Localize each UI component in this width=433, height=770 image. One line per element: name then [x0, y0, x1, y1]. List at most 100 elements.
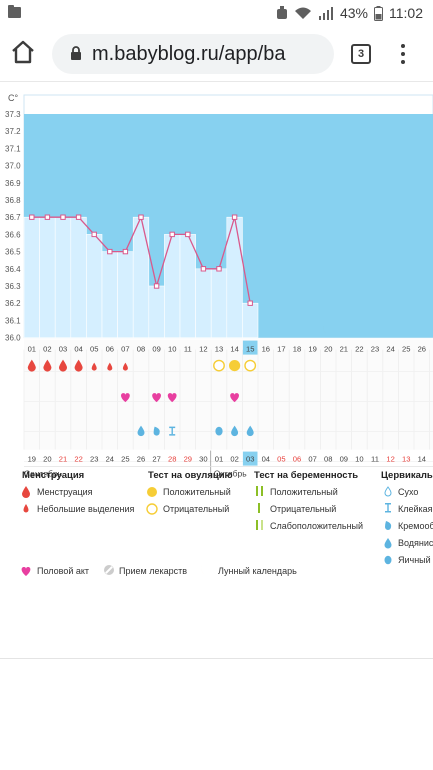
temperature-point[interactable] [231, 214, 238, 220]
date-label: 25 [121, 455, 129, 464]
temperature-point[interactable] [185, 231, 191, 238]
menstruation-drop[interactable] [59, 359, 67, 372]
intercourse-heart[interactable] [230, 393, 239, 403]
date-label: 07 [308, 455, 316, 464]
y-tick-label: 37.2 [5, 127, 21, 136]
current-day-highlight [242, 340, 258, 355]
legend-cervical-title: Цервикальн [381, 470, 433, 481]
y-tick-label: 37.0 [5, 162, 21, 171]
cycle-day-label: 26 [418, 345, 426, 354]
legend-cervical-creamy: Кремооб [398, 521, 433, 531]
cervical-watery[interactable] [231, 425, 239, 437]
home-button[interactable] [10, 40, 40, 68]
tab-switcher-button[interactable]: 3 [349, 42, 373, 66]
y-tick-label: 36.1 [5, 316, 21, 325]
menstruation-drop[interactable] [43, 359, 52, 372]
temperature-point[interactable] [75, 214, 82, 220]
ovulation-negative[interactable] [213, 359, 225, 372]
menu-dot-icon [401, 60, 405, 64]
temperature-point[interactable] [122, 248, 129, 255]
temperature-bar [39, 216, 56, 338]
date-label: 13 [402, 455, 410, 464]
month-label-september: Сентябрь [24, 469, 63, 479]
spotting-drop[interactable] [107, 362, 113, 371]
spotting-drop[interactable] [122, 362, 128, 371]
temperature-point[interactable] [247, 300, 253, 306]
temperature-point[interactable] [91, 231, 97, 238]
temperature-bar [242, 302, 259, 338]
browser-toolbar: m.babyblog.ru/app/ba 3 [0, 26, 433, 82]
page-content: C° 37.3 37.2 37.1 37.0 36.9 36.8 36.7 36.6 36.5 36… [0, 82, 433, 770]
temperature-point[interactable] [138, 214, 144, 220]
legend-menstruation: Менструация [37, 487, 93, 497]
spotting-drop[interactable] [91, 362, 97, 371]
date-label: 27 [152, 455, 160, 464]
y-tick-label: 36.0 [5, 334, 21, 343]
cycle-day-label: 24 [386, 345, 394, 354]
temperature-point[interactable] [153, 283, 160, 289]
cervical-creamy-icon [385, 521, 392, 530]
temperature-point[interactable] [169, 231, 175, 238]
legend-cervical-dry: Сухо [398, 487, 418, 497]
date-label: 30 [199, 455, 207, 464]
temperature-point[interactable] [107, 248, 113, 255]
legend-cervical-egg: Яичный б [398, 555, 433, 565]
intercourse-heart[interactable] [167, 393, 177, 403]
date-label: 08 [324, 455, 332, 464]
cycle-day-label: 11 [184, 345, 192, 354]
cervical-sticky-top[interactable] [169, 426, 176, 429]
cervical-egg-icon [384, 555, 392, 565]
cycle-day-label: 17 [277, 345, 285, 354]
intercourse-heart[interactable] [121, 393, 130, 403]
url-text: m.babyblog.ru/app/ba [92, 43, 286, 65]
menu-dot-icon [401, 52, 405, 56]
temperature-bar [23, 216, 40, 338]
date-label: 02 [230, 455, 238, 464]
cycle-day-label: 14 [230, 345, 238, 354]
temperature-point[interactable] [60, 214, 66, 220]
cervical-watery[interactable] [137, 425, 145, 437]
legend: Менструация Менструация Небольшие выделе… [21, 470, 433, 576]
wifi-icon [294, 7, 311, 19]
date-label: 19 [28, 455, 36, 464]
lock-icon [71, 46, 81, 60]
cervical-dry-icon [384, 486, 392, 497]
status-icons: 43% 11:02 [276, 4, 423, 22]
menu-dot-icon [401, 44, 405, 48]
date-label: 12 [386, 455, 394, 464]
temperature-point[interactable] [200, 266, 207, 272]
temperature-point[interactable] [44, 214, 51, 220]
ovulation-positive[interactable] [229, 360, 241, 372]
legend-menstruation-title: Менструация [22, 470, 84, 481]
y-axis-label: C° [8, 93, 18, 103]
temperature-point[interactable] [29, 214, 35, 220]
cervical-sticky-stem[interactable] [171, 427, 173, 435]
date-label: 20 [43, 455, 51, 464]
temperature-bar [148, 285, 165, 338]
legend-lunar: Лунный календарь [218, 566, 297, 576]
intercourse-heart[interactable] [152, 393, 161, 403]
cycle-day-label: 07 [121, 345, 129, 354]
battery-percent: 43% [339, 5, 368, 21]
temperature-bar [132, 216, 150, 338]
page-divider [0, 658, 433, 659]
date-label: 06 [293, 455, 301, 464]
address-bar[interactable]: m.babyblog.ru/app/ba [52, 34, 334, 74]
cycle-day-label: 01 [28, 345, 36, 354]
overflow-menu-button[interactable] [396, 42, 410, 66]
temperature-point[interactable] [216, 266, 222, 272]
cervical-sticky-bottom[interactable] [169, 434, 176, 436]
y-tick-label: 37.3 [5, 110, 21, 119]
cervical-watery[interactable] [246, 425, 254, 437]
menstruation-drop[interactable] [74, 359, 83, 372]
cervical-creamy[interactable] [153, 426, 160, 436]
ovulation-negative[interactable] [244, 359, 257, 372]
legend-pregnancy-title: Тест на беременность [254, 470, 358, 481]
cervical-egg[interactable] [215, 426, 223, 436]
date-label: 21 [59, 455, 67, 464]
cycle-day-label: 02 [43, 345, 51, 354]
menstruation-drop[interactable] [27, 359, 36, 372]
date-label: 11 [371, 455, 379, 464]
y-tick-label: 36.5 [5, 248, 21, 257]
cycle-day-label: 16 [262, 345, 270, 354]
